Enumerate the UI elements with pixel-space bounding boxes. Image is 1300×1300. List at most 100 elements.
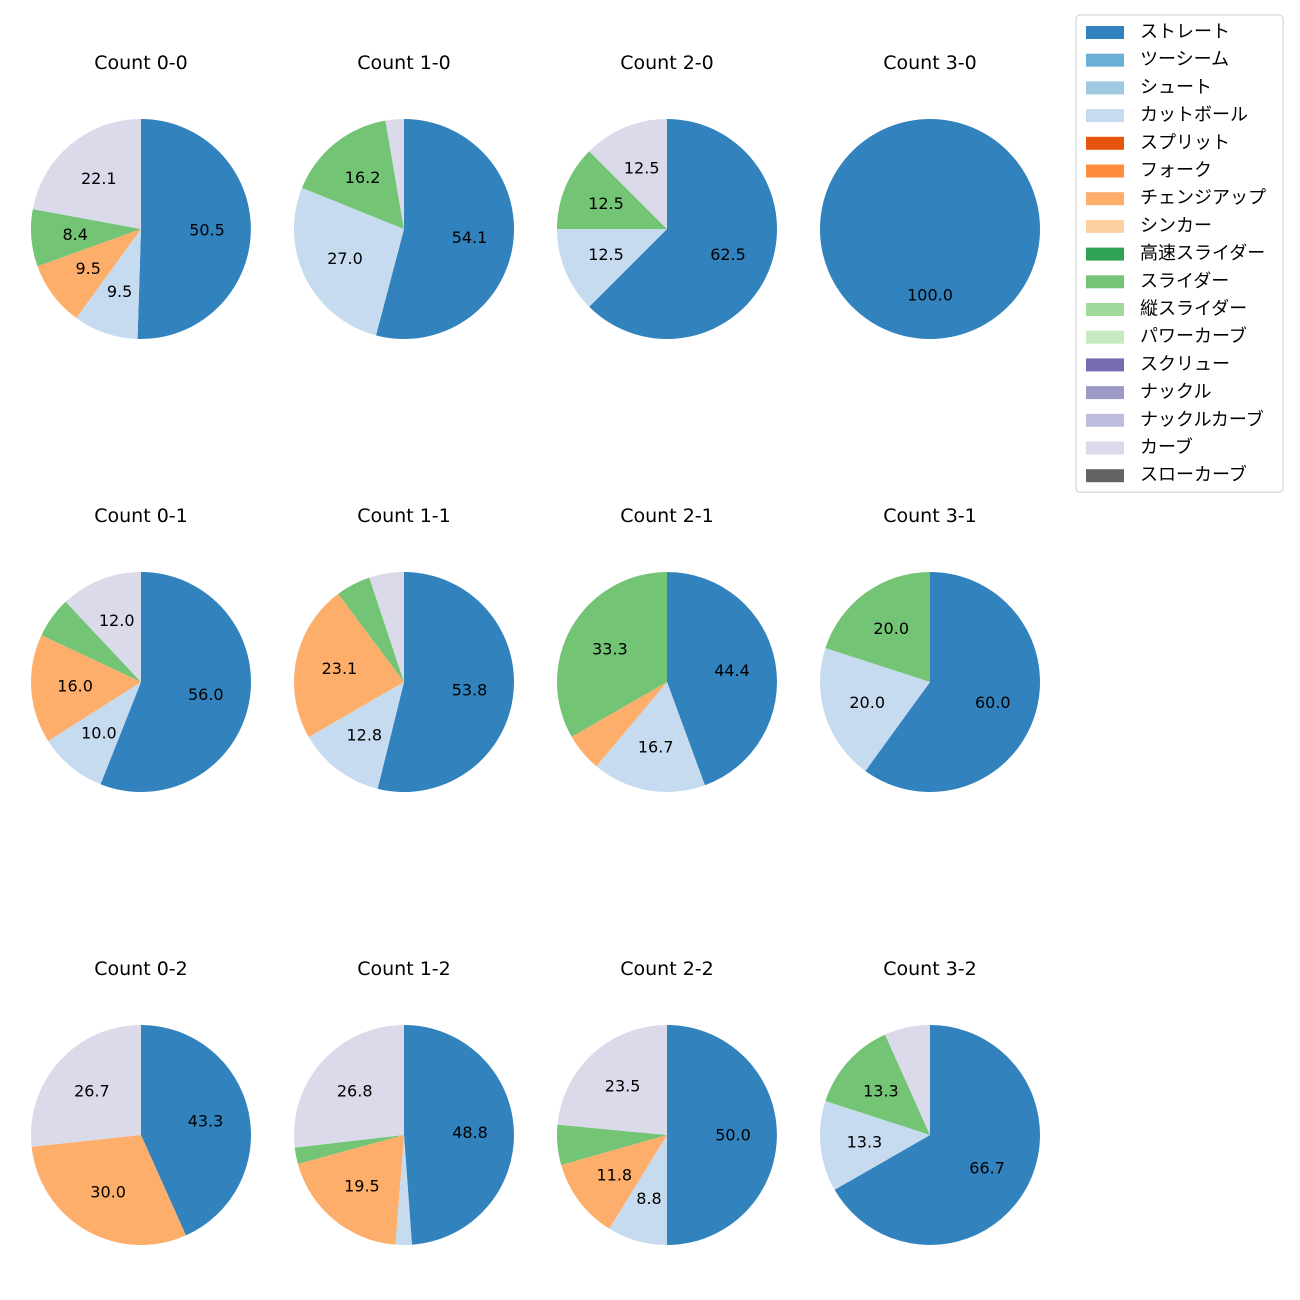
pie-slice xyxy=(589,119,667,229)
legend-label: ツーシーム xyxy=(1140,49,1229,70)
slice-value-label: 23.1 xyxy=(322,659,358,678)
pie-slice xyxy=(557,1025,667,1135)
pie-count-2-2: Count 2-2 50.0 8.811.8 23.5 xyxy=(557,958,777,1245)
pie-slice xyxy=(48,682,142,785)
pie-slice xyxy=(76,229,141,339)
pie-slice xyxy=(571,682,667,767)
pie-title: Count 3-1 xyxy=(883,505,977,527)
slice-value-label: 16.7 xyxy=(638,738,674,757)
legend-label: ストレート xyxy=(1140,22,1230,43)
pie-slice xyxy=(865,572,1040,792)
pie-count-0-2: Count 0-2 43.3 30.0 26.7 xyxy=(31,958,252,1246)
pie-slice xyxy=(308,682,404,789)
legend-label: スローカーブ xyxy=(1140,464,1247,486)
pie-slice xyxy=(557,1124,667,1166)
legend-frame xyxy=(1075,14,1284,493)
legend-swatch xyxy=(1086,303,1124,316)
legend-swatch xyxy=(1086,219,1124,233)
legend-swatch xyxy=(1086,26,1124,39)
pie-slice xyxy=(820,119,1040,339)
slice-value-label: 50.0 xyxy=(715,1126,751,1145)
legend-swatch xyxy=(1086,81,1124,95)
pie-slice xyxy=(819,1101,930,1190)
pie-slice xyxy=(301,120,404,229)
pie-title: Count 2-1 xyxy=(620,505,714,527)
slice-value-label: 9.5 xyxy=(75,259,100,278)
slice-value-label: 16.2 xyxy=(345,168,381,187)
slice-value-label: 13.3 xyxy=(863,1081,899,1100)
pie-slice xyxy=(294,1135,404,1164)
legend-label: カットボール xyxy=(1140,105,1248,126)
slice-value-label: 23.5 xyxy=(605,1077,641,1096)
slice-value-label: 10.0 xyxy=(81,723,117,742)
pie-slice xyxy=(377,572,514,792)
slice-value-label: 60.0 xyxy=(975,693,1011,712)
slice-value-label: 11.8 xyxy=(596,1165,632,1184)
slice-value-label: 100.0 xyxy=(907,286,953,305)
pie-slice xyxy=(65,572,141,682)
legend-label: スクリュー xyxy=(1140,354,1230,375)
pie-title: Count 1-0 xyxy=(357,52,451,74)
pie-slice xyxy=(30,635,142,741)
pie-slice xyxy=(100,572,251,792)
slice-value-label: 20.0 xyxy=(849,693,885,712)
legend-swatch xyxy=(1086,109,1124,123)
legend-swatch xyxy=(1086,441,1124,455)
pie-title: Count 0-1 xyxy=(94,505,188,527)
legend-label: 縦スライダー xyxy=(1140,299,1247,320)
slice-value-label: 48.8 xyxy=(452,1123,488,1142)
pie-slice xyxy=(141,1025,252,1236)
pie-slice xyxy=(375,119,515,339)
slice-value-label: 53.8 xyxy=(452,681,488,700)
pie-slice xyxy=(556,572,667,737)
slice-value-label: 43.3 xyxy=(188,1112,224,1131)
pie-slice xyxy=(293,1025,404,1148)
pie-count-3-1: Count 3-1 60.0 20.0 20.0 xyxy=(819,505,1040,792)
pie-count-0-0: Count 0-0 50.5 9.5 9.5 8.4 22.1 xyxy=(30,52,251,339)
pie-slice xyxy=(885,1025,930,1135)
pie-title: Count 3-0 xyxy=(883,52,977,74)
pie-slice xyxy=(32,119,141,229)
pie-slice xyxy=(834,1025,1040,1245)
pie-count-1-1: Count 1-1 53.8 12.8 23.1 xyxy=(294,505,514,792)
pie-count-2-1: Count 2-1 44.4 16.7 33.3 xyxy=(556,505,777,792)
pie-slice xyxy=(294,593,404,737)
legend-label: ナックルカーブ xyxy=(1140,408,1264,430)
pie-title: Count 2-0 xyxy=(620,52,714,74)
legend-label: チェンジアップ xyxy=(1140,188,1266,209)
slice-value-label: 8.8 xyxy=(636,1189,661,1208)
pie-count-2-0: Count 2-062.512.512.512.5 xyxy=(557,52,778,339)
slice-value-label: 33.3 xyxy=(592,639,628,658)
slice-value-label: 20.0 xyxy=(873,619,909,638)
slice-value-label: 27.0 xyxy=(327,249,363,268)
slice-value-label: 12.8 xyxy=(346,725,382,744)
legend-label: スライダー xyxy=(1140,271,1229,292)
pie-slice xyxy=(385,119,404,229)
pie-count-1-0: Count 1-0 54.1 27.0 16.2 xyxy=(293,52,515,339)
legend-swatch xyxy=(1086,358,1124,372)
slice-value-label: 9.5 xyxy=(107,282,132,301)
pie-slice xyxy=(596,682,705,792)
pie-slice xyxy=(825,1034,930,1135)
pie-title: Count 1-2 xyxy=(357,958,451,980)
slice-value-label: 22.1 xyxy=(81,169,117,188)
slice-value-label: 16.0 xyxy=(57,677,93,696)
pie-slice xyxy=(297,1135,404,1245)
pie-title: Count 0-2 xyxy=(94,958,188,980)
slice-value-label: 13.3 xyxy=(847,1132,883,1151)
pie-slice xyxy=(41,601,141,682)
legend-swatch xyxy=(1086,53,1124,67)
pie-slice xyxy=(825,572,930,682)
legend-label: フォーク xyxy=(1140,160,1212,181)
pie-slice xyxy=(293,187,404,336)
legend-label: シュート xyxy=(1140,77,1212,98)
pie-slice xyxy=(338,577,404,682)
pie-slice xyxy=(137,119,251,339)
pie-slice xyxy=(667,572,777,786)
pie-slice xyxy=(819,648,930,771)
pie-title: Count 1-1 xyxy=(357,505,451,527)
slice-value-label: 12.0 xyxy=(99,611,135,630)
legend-swatch xyxy=(1086,192,1124,206)
pie-slice xyxy=(30,209,141,267)
